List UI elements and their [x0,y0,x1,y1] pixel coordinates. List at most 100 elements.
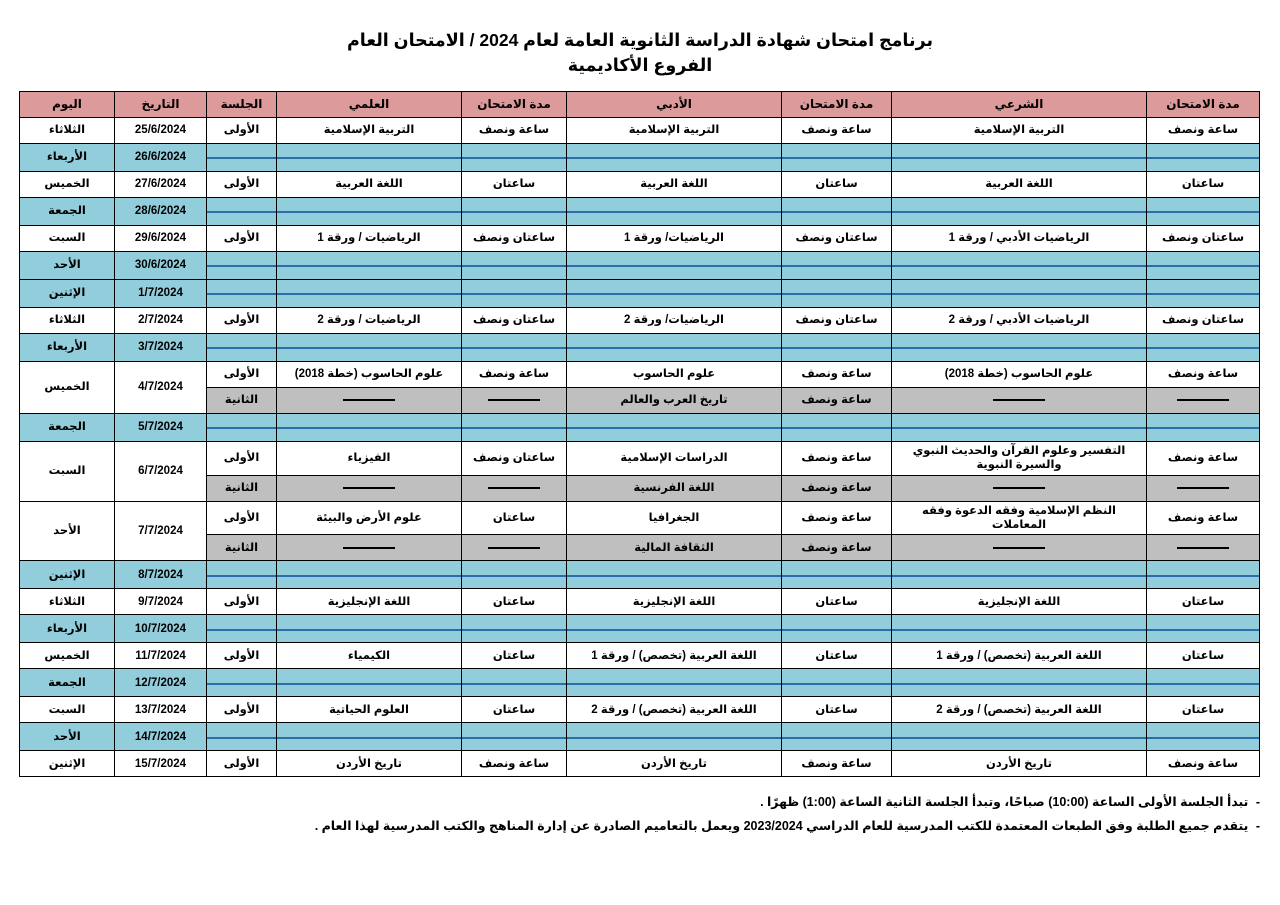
cell-date: 4/7/2024 [114,360,207,414]
footnote-text: يتقدم جميع الطلبة وفق الطبعات المعتمدة ل… [314,819,1249,833]
free-day-line [567,211,781,214]
cell-sharia: اللغة العربية [891,170,1147,198]
cell-scientific: الرياضيات / ورقة 2 [276,306,462,334]
cell-sharia [891,142,1147,172]
free-day-line [207,265,276,268]
cell-duration-sharia [1146,386,1260,414]
free-day-line [782,211,891,214]
cell-sharia [891,474,1147,502]
cell-session: الثانية [206,534,277,562]
free-day-line [277,157,461,160]
table-row: ساعة ونصف النظم الإسلامية وفقه الدعوة وفق… [19,500,1260,562]
cell-scientific [276,196,462,226]
cell-literary: اللغة العربية [566,170,782,198]
cell-session [206,722,277,752]
free-day-line [892,628,1146,631]
free-day-line [462,347,566,350]
free-day-line [567,347,781,350]
cell-duration-sharia: ساعة ونصف [1146,360,1260,388]
cell-session: الأولى [206,116,277,144]
cell-sharia [891,250,1147,280]
cell-sharia [891,386,1147,414]
footnote-item: - يتقدم جميع الطلبة وفق الطبعات المعتمدة… [20,815,1260,839]
cell-literary [566,278,782,308]
free-day-line [567,736,781,739]
cell-duration-scientific [461,278,567,308]
cell-scientific [276,142,462,172]
cell-duration-scientific: ساعتان [461,696,567,724]
free-day-line [1147,347,1259,350]
cell-scientific [276,474,462,502]
table-row: ساعة ونصف علوم الحاسوب (خطة 2018) ساعة ونص… [19,360,1260,414]
table-row-free-day: 8/7/2024 الإثنين [19,560,1260,590]
table-row: ساعة ونصف تاريخ العرب والعالم الثانية [20,386,1260,414]
free-day-line [1147,293,1259,296]
table-row-free-day: 5/7/2024 الجمعة [19,412,1260,442]
cell-duration-scientific [461,474,567,502]
cell-duration-literary [781,614,892,644]
cell-duration-literary: ساعة ونصف [781,440,892,476]
cell-literary: تاريخ الأردن [566,750,782,778]
table-row: ساعتان اللغة العربية ساعتان اللغة العربية سا… [19,170,1260,198]
cell-duration-scientific [461,614,567,644]
free-day-line [462,628,566,631]
table-row: ساعة ونصف التربية الإسلامية ساعة ونصف الترب… [19,116,1260,144]
table-row-free-day: 3/7/2024 الأربعاء [19,332,1260,362]
cell-sharia: اللغة الإنجليزية [891,588,1147,616]
footnote-text: تبدأ الجلسة الأولى الساعة (10:00) صباحًا… [760,795,1249,810]
cell-session [206,668,277,698]
no-exam-dash-icon [488,546,540,549]
cell-literary [566,250,782,280]
cell-date: 7/7/2024 [114,500,207,562]
cell-scientific: تاريخ الأردن [276,750,462,778]
cell-date: 1/7/2024 [114,278,207,308]
cell-literary: تاريخ العرب والعالم [566,386,782,414]
cell-sharia [891,196,1147,226]
cell-duration-sharia [1146,560,1260,590]
cell-day: الأربعاء [19,614,115,644]
cell-scientific [276,412,462,442]
cell-sharia: النظم الإسلامية وفقه الدعوة وفقه المعامل… [891,500,1147,536]
cell-duration-literary [781,250,892,280]
cell-scientific [276,668,462,698]
cell-date: 8/7/2024 [114,560,207,590]
cell-date: 15/7/2024 [114,750,207,778]
cell-day: السبت [19,224,115,252]
free-day-line [892,682,1146,685]
cell-sharia: تاريخ الأردن [891,750,1147,778]
free-day-line [782,347,891,350]
free-day-line [277,682,461,685]
cell-literary: الجغرافيا [566,500,782,536]
cell-date: 2/7/2024 [114,306,207,334]
cell-duration-sharia: ساعتان [1146,170,1260,198]
exam-schedule-table: مدة الامتحان الشرعي مدة الامتحان الأدبي … [19,90,1260,778]
cell-duration-literary [781,668,892,698]
free-day-line [782,628,891,631]
no-exam-dash-icon [343,486,395,489]
cell-scientific [276,722,462,752]
cell-duration-scientific [461,722,567,752]
cell-scientific [276,250,462,280]
cell-date: 27/6/2024 [114,170,207,198]
cell-duration-literary: ساعتان ونصف [781,224,892,252]
cell-sharia: التفسير وعلوم القرآن والحديث النبوي والس… [891,440,1147,476]
cell-session: الأولى [206,360,277,388]
cell-literary [566,560,782,590]
table-header-row: مدة الامتحان الشرعي مدة الامتحان الأدبي … [19,90,1260,118]
cell-day: الإثنين [19,750,115,778]
cell-session: الثانية [206,474,277,502]
cell-duration-scientific [461,142,567,172]
free-day-line [462,427,566,430]
cell-scientific: اللغة العربية [276,170,462,198]
cell-day: الإثنين [19,560,115,590]
cell-date: 5/7/2024 [114,412,207,442]
no-exam-dash-icon [993,486,1045,489]
cell-day: الأحد [19,250,115,280]
cell-duration-sharia [1146,534,1260,562]
free-day-line [277,628,461,631]
cell-duration-literary [781,278,892,308]
cell-sharia: الرياضيات الأدبي / ورقة 2 [891,306,1147,334]
cell-duration-scientific [461,668,567,698]
cell-day: الأربعاء [19,332,115,362]
cell-duration-scientific [461,196,567,226]
